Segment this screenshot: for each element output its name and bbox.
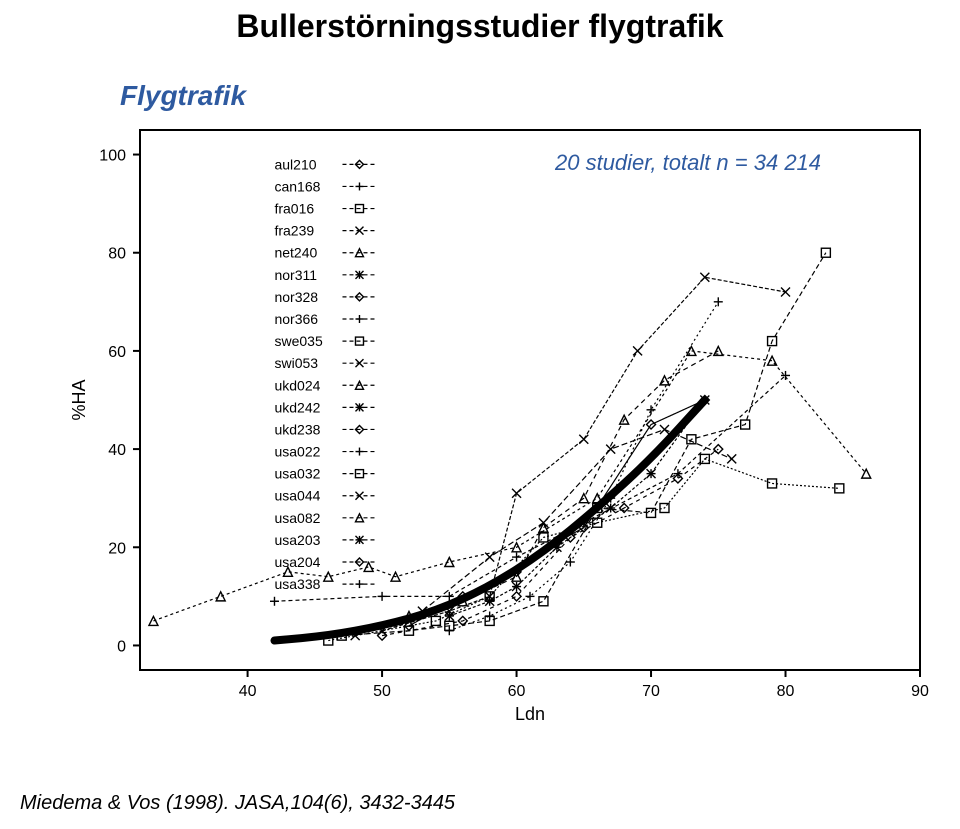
svg-text:90: 90 (911, 683, 929, 700)
svg-text:20: 20 (108, 540, 126, 557)
svg-text:aul210: aul210 (274, 156, 316, 172)
subtitle: Flygtrafik (120, 80, 246, 112)
svg-text:nor366: nor366 (274, 311, 318, 327)
chart-svg: 0 20 40 60 80 100 40 50 60 70 80 90 Ldn %HA aul210 can1… (60, 110, 940, 750)
svg-text:usa022: usa022 (274, 444, 320, 460)
svg-text:Ldn: Ldn (515, 704, 545, 724)
svg-text:fra016: fra016 (274, 201, 314, 217)
svg-text:net240: net240 (274, 245, 317, 261)
svg-text:usa204: usa204 (274, 554, 320, 570)
svg-text:80: 80 (777, 683, 795, 700)
svg-text:usa044: usa044 (274, 488, 320, 504)
svg-text:0: 0 (117, 638, 126, 655)
svg-text:70: 70 (642, 683, 660, 700)
svg-text:usa203: usa203 (274, 532, 320, 548)
svg-text:swe035: swe035 (274, 333, 322, 349)
svg-text:40: 40 (239, 683, 257, 700)
chart-container: 0 20 40 60 80 100 40 50 60 70 80 90 Ldn %HA aul210 can1… (60, 110, 940, 750)
svg-text:usa082: usa082 (274, 510, 320, 526)
svg-text:40: 40 (108, 442, 126, 459)
svg-text:can168: can168 (274, 178, 320, 194)
svg-text:usa032: usa032 (274, 466, 320, 482)
svg-text:100: 100 (99, 148, 126, 165)
svg-text:nor328: nor328 (274, 289, 318, 305)
svg-text:ukd242: ukd242 (274, 399, 320, 415)
svg-text:swi053: swi053 (274, 355, 318, 371)
svg-text:ukd238: ukd238 (274, 421, 320, 437)
citation: Miedema & Vos (1998). JASA,104(6), 3432-… (20, 792, 455, 815)
svg-text:ukd024: ukd024 (274, 377, 320, 393)
svg-text:usa338: usa338 (274, 576, 320, 592)
page-title: Bullerstörningsstudier flygtrafik (0, 8, 960, 45)
svg-text:60: 60 (108, 344, 126, 361)
svg-text:60: 60 (508, 683, 526, 700)
svg-text:nor311: nor311 (274, 267, 317, 283)
svg-text:80: 80 (108, 246, 126, 263)
svg-text:50: 50 (373, 683, 391, 700)
svg-text:fra239: fra239 (274, 223, 314, 239)
svg-text:%HA: %HA (69, 379, 89, 420)
